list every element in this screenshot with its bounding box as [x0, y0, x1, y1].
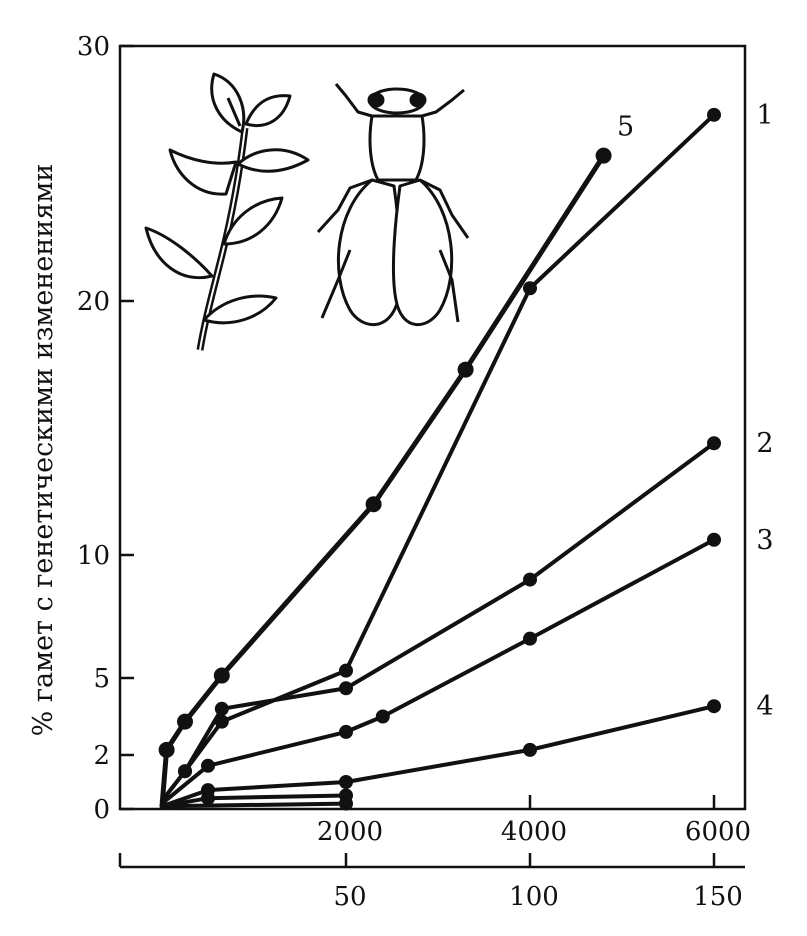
series-label: 1 — [756, 100, 773, 131]
data-point — [158, 741, 175, 758]
axes: 0 2 5 10 20 30 2000 4000 6000 50 100 150 — [77, 32, 751, 912]
series-label: 5 — [617, 112, 634, 143]
data-point — [365, 496, 382, 513]
data-point — [339, 796, 353, 811]
y-tick-label: 10 — [77, 541, 110, 571]
data-point — [707, 436, 721, 451]
data-point — [339, 775, 353, 789]
series-line — [160, 441, 716, 803]
series-label: 3 — [756, 525, 773, 556]
data-point — [595, 147, 612, 164]
series-line — [160, 537, 716, 806]
data-point — [177, 713, 193, 730]
series-line — [160, 801, 348, 809]
data-point — [457, 361, 474, 378]
series-unlabeled-6 — [160, 796, 353, 811]
x-tick-label: 4000 — [501, 817, 567, 847]
series-5 — [158, 147, 612, 809]
series-label: 4 — [756, 691, 773, 722]
data-point — [339, 681, 353, 696]
data-point — [707, 107, 721, 122]
fruit-fly-icon — [316, 83, 470, 326]
series-4 — [160, 699, 721, 809]
data-point — [375, 709, 390, 724]
data-point — [214, 701, 229, 716]
data-point — [523, 742, 537, 757]
x-tick-label: 2000 — [317, 817, 383, 847]
y-tick-label: 2 — [93, 741, 110, 771]
data-point — [201, 791, 215, 806]
plot-frame — [118, 44, 747, 811]
data-point — [339, 724, 353, 739]
series-label: 2 — [756, 428, 773, 459]
data-point — [523, 281, 537, 296]
data-point — [213, 667, 230, 684]
y-tick-label: 0 — [93, 795, 110, 825]
data-point — [707, 532, 721, 547]
data-point — [523, 572, 537, 587]
plant-sprig-icon — [144, 72, 310, 351]
series-layer: 1 2 3 4 5 — [158, 100, 774, 811]
secondary-x-tick-label: 100 — [509, 882, 559, 912]
y-tick-label: 30 — [77, 32, 110, 62]
data-point — [523, 631, 537, 646]
secondary-x-tick-label: 150 — [693, 882, 743, 912]
y-tick-label: 5 — [93, 664, 110, 694]
data-point — [201, 758, 215, 773]
series-2 — [160, 436, 721, 803]
data-point — [178, 764, 192, 779]
data-point — [339, 663, 353, 678]
y-axis-label: % гамет с генетическими изменениями — [28, 164, 59, 737]
x-tick-label: 6000 — [685, 817, 751, 847]
data-point — [707, 699, 721, 714]
series-3 — [160, 532, 721, 806]
secondary-x-tick-label: 50 — [333, 882, 366, 912]
illustrations — [144, 72, 470, 351]
y-tick-label: 20 — [77, 287, 110, 317]
